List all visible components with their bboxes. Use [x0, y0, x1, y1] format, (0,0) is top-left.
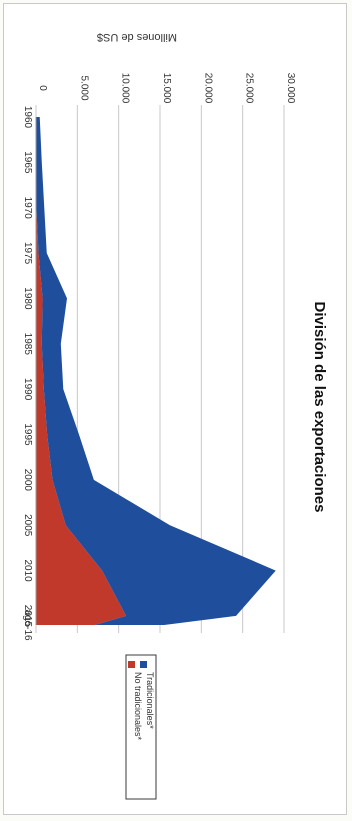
y-tick-label: 15.000 — [161, 73, 172, 104]
legend-label: No tradicionales* — [133, 672, 143, 741]
x-tick-label: 1985 — [22, 333, 33, 356]
y-axis-title: Millones de US$ — [97, 31, 177, 43]
y-tick-label: 10.000 — [120, 73, 131, 104]
x-tick-label: 1980 — [22, 287, 33, 310]
legend-swatch — [128, 661, 135, 668]
tick-labels: 0 5.000 10.000 15.000 20.000 25.000 30.000 1960… — [22, 73, 296, 641]
x-tick-label: 2005 — [22, 514, 33, 537]
y-tick-label: 20.000 — [202, 73, 213, 104]
series-area-no-tradicionales — [36, 117, 127, 625]
y-tick-label: 25.000 — [244, 73, 255, 104]
areas — [35, 117, 276, 625]
legend-box — [125, 654, 157, 800]
y-tick-label: 30.000 — [285, 73, 296, 104]
x-tick-label: 1965 — [22, 151, 33, 174]
x-tick-label: 1970 — [22, 197, 33, 220]
x-tick-label: 1960 — [22, 106, 33, 129]
y-tick-label: 0 — [37, 85, 48, 91]
x-tick-label: 1975 — [22, 242, 33, 265]
chart-title: División de las exportaciones — [311, 302, 328, 513]
x-tick-label: 1995 — [22, 423, 33, 446]
x-tick-label: 2010 — [22, 559, 33, 582]
x-tick-label: ago-16 — [22, 609, 33, 641]
x-tick-label: 2015 — [22, 605, 33, 628]
series-area-tradicionales — [36, 117, 276, 625]
x-tick-label: 2000 — [22, 469, 33, 492]
legend-swatch — [140, 661, 147, 668]
legend: Tradicionales*No tradicionales* — [125, 654, 157, 800]
legend-label: Tradicionales* — [145, 672, 155, 729]
x-tick-label: 1990 — [22, 378, 33, 401]
y-tick-label: 5.000 — [78, 75, 89, 100]
